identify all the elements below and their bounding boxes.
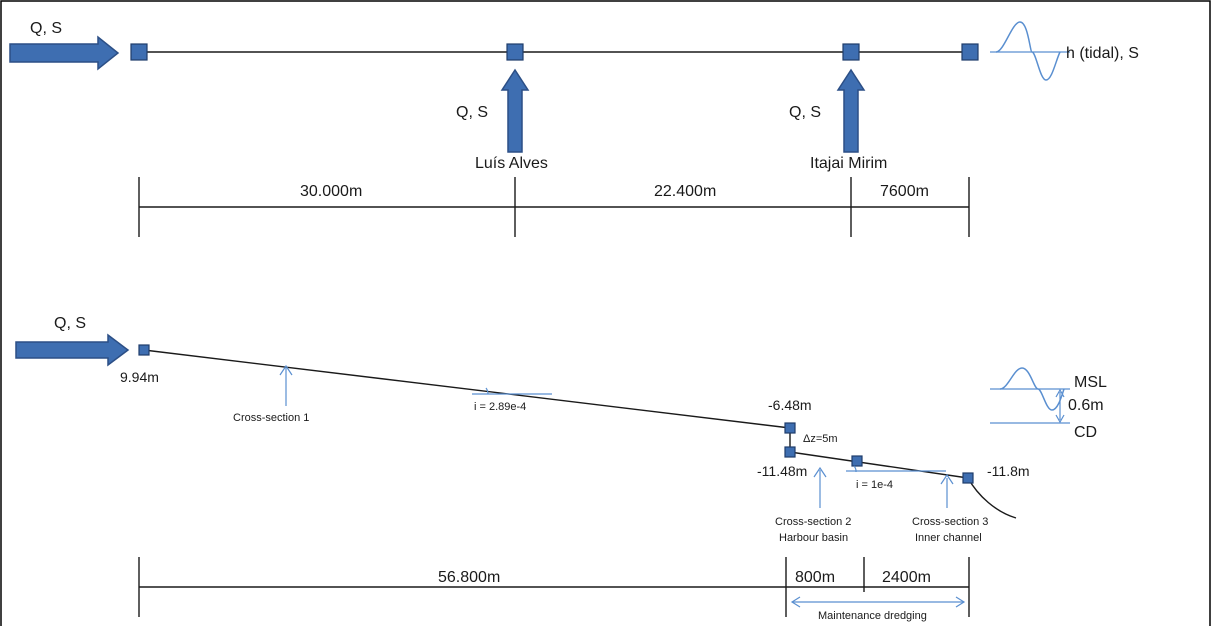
cs2-label-line2: Harbour basin [779,532,848,544]
bed-profile-reach1 [143,349,791,429]
bottom-inflow-arrow [15,333,130,367]
slope2-indicator [846,465,946,473]
bottom-node-upstream [138,344,150,356]
elev-end-label: -11.8m [987,463,1030,479]
top-node-upstream [130,43,148,61]
top-node-downstream [961,43,979,61]
dredging-label: Maintenance dredging [818,610,927,622]
bottom-node-mid [851,455,863,467]
bottom-node-step-bottom [784,446,796,458]
tide-range-icon [990,367,1070,424]
tidal-wave-icon [990,21,1070,81]
cs3-label-line1: Cross-section 3 [912,516,988,528]
bottom-node-downstream [962,472,974,484]
cs2-label-line1: Cross-section 2 [775,516,851,528]
elev-step-top-label: -6.48m [768,397,812,413]
slope2-label: i = 1e-4 [856,479,893,491]
top-main-inflow-label: Q, S [30,20,62,37]
top-node-trib1 [506,43,524,61]
elev-step-bottom-label: -11.48m [757,463,807,479]
bottom-dist1-label: 56.800m [438,569,500,586]
top-dist2-label: 22.400m [654,183,716,200]
cs1-arrow [279,364,293,406]
trib2-inflow-arrow [836,68,866,153]
trib1-name-label: Luís Alves [475,155,548,172]
slope1-indicator [472,387,552,395]
cs3-arrow [940,473,954,508]
msl-label: MSL [1074,374,1107,391]
top-trib1-inflow-label: Q, S [456,104,488,121]
trib2-name-label: Itajai Mirim [810,155,887,172]
cs3-label-line2: Inner channel [915,532,982,544]
bed-profile-reach2 [789,451,969,479]
cs2-arrow [813,466,827,508]
main-inflow-arrow [9,35,120,71]
cs1-label: Cross-section 1 [233,412,309,424]
top-dist1-label: 30.000m [300,183,362,200]
bottom-dist3-label: 2400m [882,569,931,586]
tide-range-label: 0.6m [1068,397,1104,414]
slope1-label: i = 2.89e-4 [474,401,526,413]
elev-start-label: 9.94m [120,369,159,385]
trib1-inflow-arrow [500,68,530,153]
cd-label: CD [1074,424,1097,441]
top-trib2-inflow-label: Q, S [789,104,821,121]
step-dz-label: Δz=5m [803,433,838,445]
dredging-range-arrow [790,596,966,608]
bottom-inflow-label: Q, S [54,315,86,332]
top-node-trib2 [842,43,860,61]
bottom-node-step-top [784,422,796,434]
top-dist3-label: 7600m [880,183,929,200]
outlet-curve [967,477,1017,519]
top-boundary-label: h (tidal), S [1066,45,1139,62]
bottom-dist2-label: 800m [795,569,835,586]
